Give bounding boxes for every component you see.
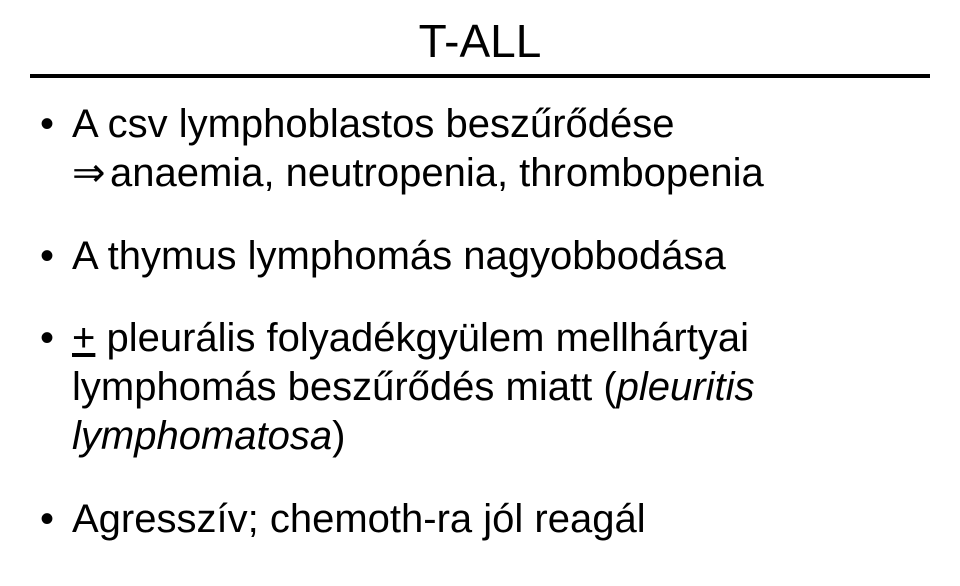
list-item: Agresszív; chemoth-ra jól reagál (40, 495, 930, 544)
bullet-text: Agresszív; chemoth-ra jól reagál (72, 497, 646, 541)
list-item: + pleurális folyadékgyülem mellhártyai l… (40, 314, 930, 460)
bullet-text: ) (332, 414, 345, 458)
bullet-list: A csv lymphoblastos beszűrődése ⇒ anaemi… (30, 100, 930, 544)
title-underline (30, 74, 930, 78)
list-item: A csv lymphoblastos beszűrődése ⇒ anaemi… (40, 100, 930, 198)
bullet-text: A csv lymphoblastos beszűrődése (72, 102, 675, 146)
slide-title: T-ALL (30, 10, 930, 74)
slide: T-ALL A csv lymphoblastos beszűrődése ⇒ … (0, 0, 960, 586)
list-item: A thymus lymphomás nagyobbodása (40, 232, 930, 281)
underlined-plus: + (72, 316, 95, 360)
bullet-text: A thymus lymphomás nagyobbodása (72, 234, 726, 278)
bullet-subtext: anaemia, neutropenia, thrombopenia (110, 151, 764, 195)
bullet-subline: ⇒ anaemia, neutropenia, thrombopenia (72, 149, 930, 198)
arrow-icon: ⇒ (72, 149, 106, 198)
